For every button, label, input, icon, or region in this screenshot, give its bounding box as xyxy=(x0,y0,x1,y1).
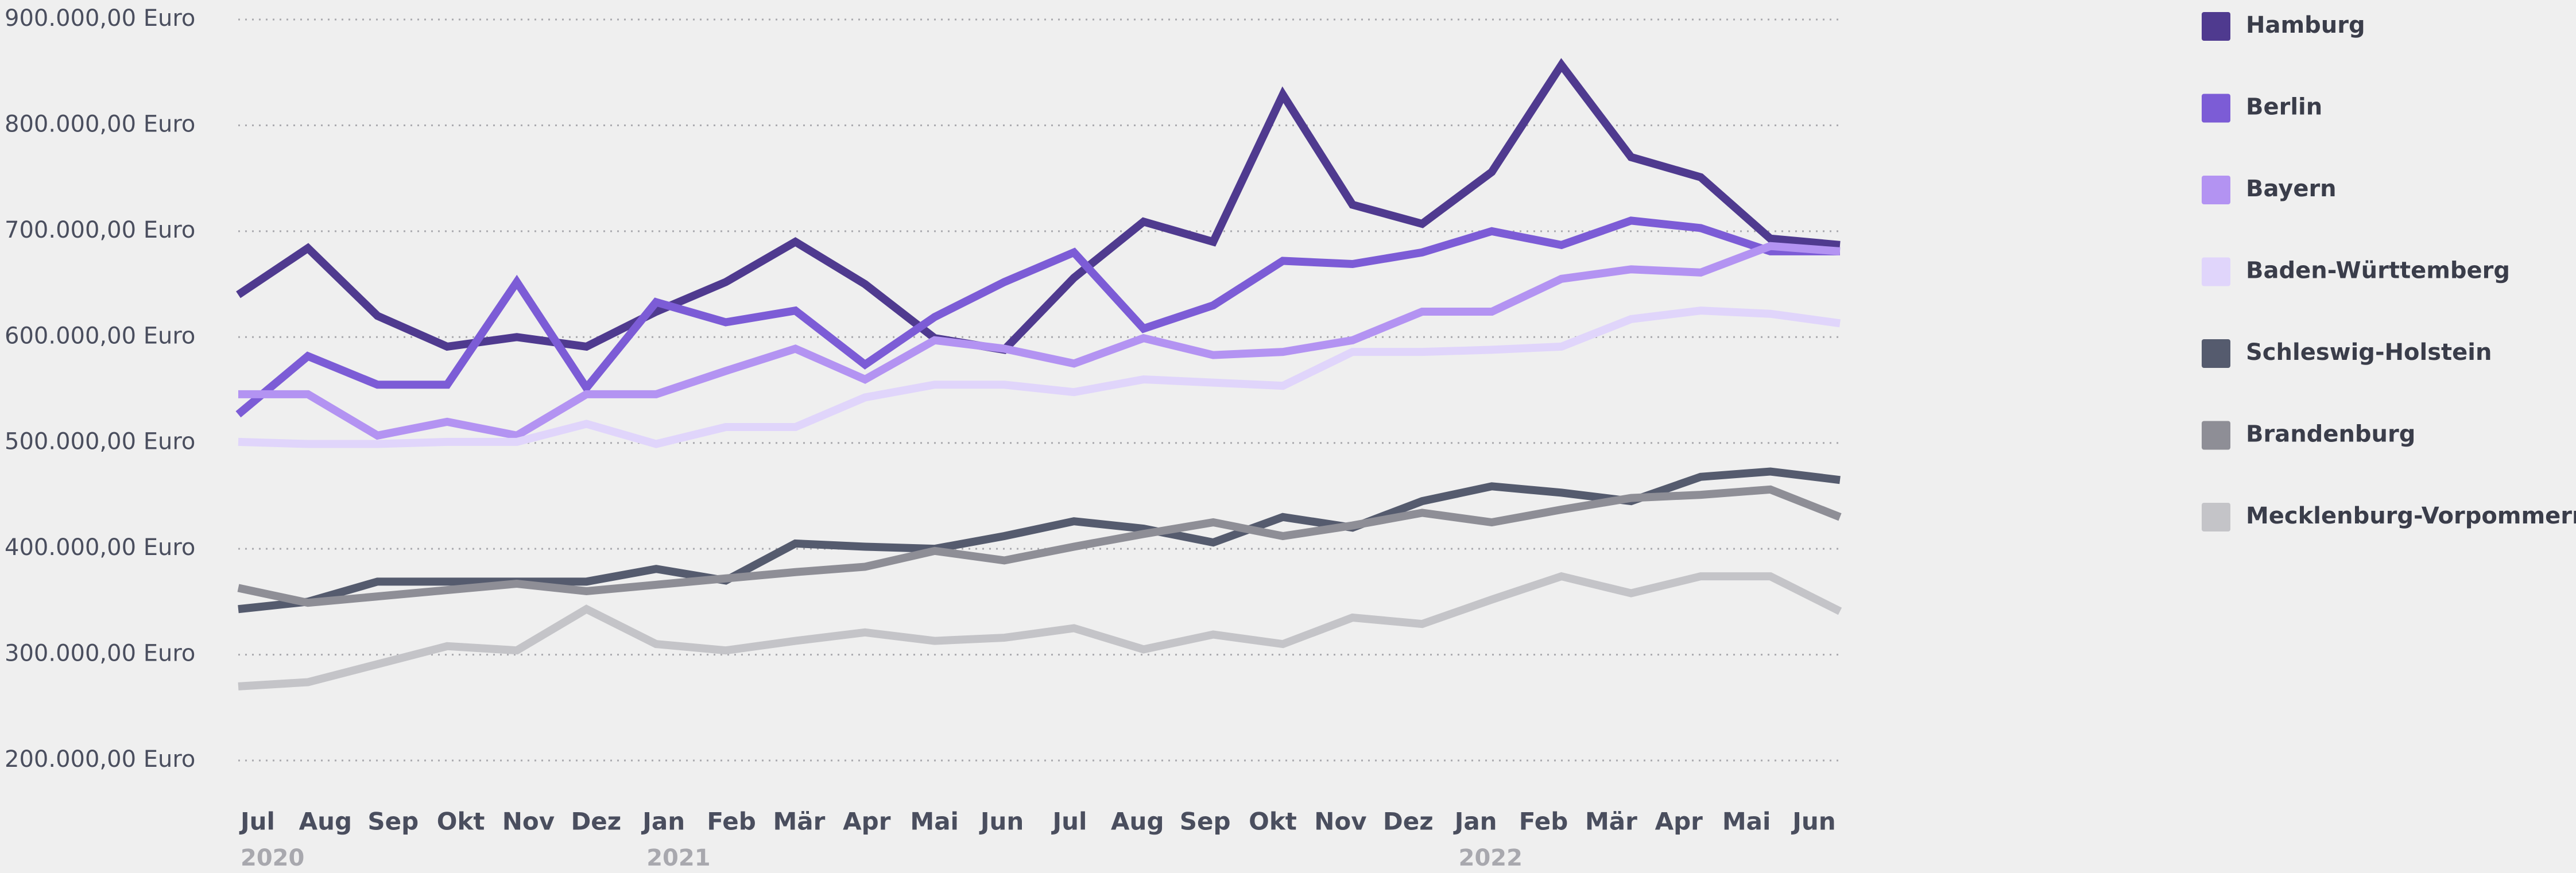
x-tick-label: Nov xyxy=(502,808,555,836)
y-tick-label: 500.000,00 Euro xyxy=(5,429,195,455)
series-line xyxy=(238,242,1841,440)
legend-swatch xyxy=(2202,176,2230,204)
year-label: 2022 xyxy=(1459,845,1523,871)
y-tick-label: 600.000,00 Euro xyxy=(5,323,195,349)
legend-swatch xyxy=(2202,257,2230,286)
x-tick-label: Apr xyxy=(1655,808,1703,836)
y-tick-label: 700.000,00 Euro xyxy=(5,217,195,243)
y-tick-label: 300.000,00 Euro xyxy=(5,641,195,667)
x-tick-label: Mai xyxy=(1722,808,1771,836)
x-tick-label: Feb xyxy=(707,808,756,836)
year-label: 2020 xyxy=(241,845,304,871)
legend-label: Brandenburg xyxy=(2246,421,2415,448)
legend-label: Hamburg xyxy=(2246,12,2365,38)
x-tick-label: Aug xyxy=(1111,808,1164,836)
y-tick-label: 400.000,00 Euro xyxy=(5,534,195,561)
legend-swatch xyxy=(2202,421,2230,450)
x-tick-label: Jan xyxy=(1453,808,1497,836)
x-tick-label: Jul xyxy=(239,808,275,836)
legend-swatch xyxy=(2202,94,2230,123)
x-tick-label: Aug xyxy=(299,808,352,836)
series-line xyxy=(238,572,1842,690)
x-tick-label: Jun xyxy=(1791,808,1835,836)
x-tick-label: Jan xyxy=(641,808,685,836)
x-tick-label: Jun xyxy=(979,808,1024,836)
legend-label: Schleswig-Holstein xyxy=(2246,339,2492,366)
x-tick-label: Okt xyxy=(437,808,485,836)
series-line xyxy=(238,306,1841,448)
legend-label: Berlin xyxy=(2246,94,2322,121)
x-tick-label: Mär xyxy=(773,808,826,836)
legend-swatch xyxy=(2202,339,2230,368)
x-tick-label: Jul xyxy=(1051,808,1087,836)
x-tick-label: Mär xyxy=(1585,808,1637,836)
legend-label: Baden-Württemberg xyxy=(2246,258,2510,284)
legend-swatch xyxy=(2202,12,2230,41)
legend-label: Mecklenburg-Vorpommern xyxy=(2246,503,2576,529)
y-tick-label: 200.000,00 Euro xyxy=(5,746,195,773)
year-label: 2021 xyxy=(646,845,710,871)
series-line xyxy=(237,485,1842,607)
series-line xyxy=(235,216,1840,418)
x-tick-label: Nov xyxy=(1314,808,1366,836)
series-line xyxy=(236,58,1841,354)
x-tick-label: Feb xyxy=(1519,808,1568,836)
x-tick-label: Okt xyxy=(1249,808,1297,836)
y-tick-label: 800.000,00 Euro xyxy=(5,111,195,137)
x-tick-label: Apr xyxy=(843,808,891,836)
x-tick-label: Sep xyxy=(1180,808,1231,836)
x-tick-label: Dez xyxy=(571,808,621,836)
x-tick-label: Sep xyxy=(367,808,419,836)
y-tick-label: 900.000,00 Euro xyxy=(5,5,195,32)
legend-label: Bayern xyxy=(2246,176,2337,202)
x-tick-label: Mai xyxy=(910,808,959,836)
x-tick-label: Dez xyxy=(1383,808,1434,836)
legend-swatch xyxy=(2202,503,2230,531)
